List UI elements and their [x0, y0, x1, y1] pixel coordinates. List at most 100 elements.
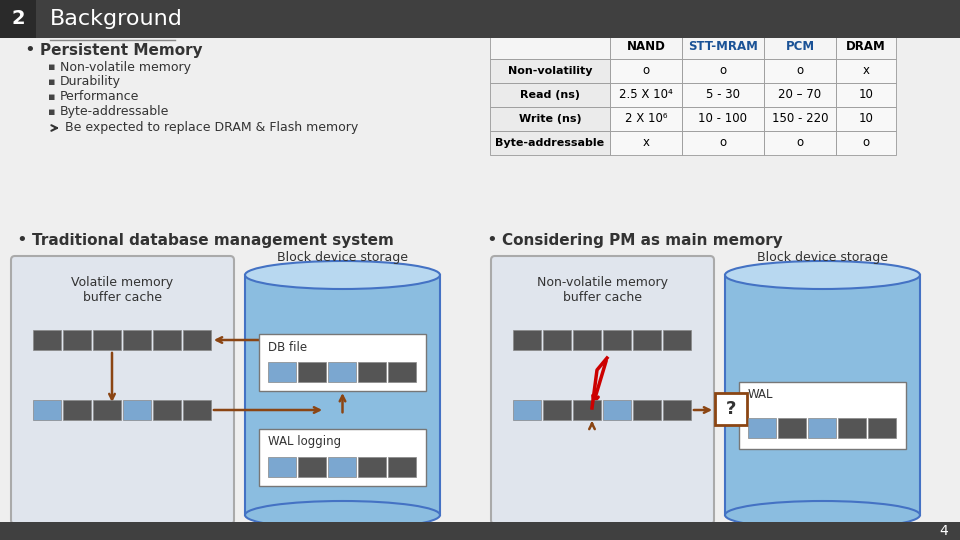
Text: Background: Background	[50, 9, 182, 29]
Text: STT-MRAM: STT-MRAM	[688, 40, 758, 53]
Bar	[388, 362, 416, 382]
Text: Read (ns): Read (ns)	[520, 90, 580, 100]
Bar	[490, 59, 610, 83]
Bar	[610, 59, 682, 83]
FancyBboxPatch shape	[11, 256, 234, 524]
Bar	[33, 330, 61, 350]
Text: 2: 2	[12, 10, 25, 29]
Bar	[63, 400, 91, 420]
Bar	[778, 418, 806, 438]
Bar	[764, 107, 836, 131]
Text: o: o	[719, 64, 727, 78]
Bar	[0, 0, 960, 38]
Text: 4: 4	[939, 524, 948, 538]
Bar	[764, 83, 836, 107]
Bar	[836, 59, 896, 83]
Bar	[603, 330, 631, 350]
Text: Traditional database management system: Traditional database management system	[32, 233, 394, 247]
Bar	[388, 457, 416, 477]
Bar	[633, 400, 661, 420]
Bar	[513, 330, 541, 350]
Bar	[682, 35, 764, 59]
Text: ▪: ▪	[48, 77, 56, 87]
Text: Block device storage: Block device storage	[277, 251, 408, 264]
Bar	[268, 362, 296, 382]
Bar	[328, 362, 356, 382]
Text: Byte-addressable: Byte-addressable	[60, 105, 169, 118]
Text: 20 – 70: 20 – 70	[779, 89, 822, 102]
Text: Byte-addressable: Byte-addressable	[495, 138, 605, 148]
Bar	[490, 131, 610, 155]
Text: Performance: Performance	[60, 91, 139, 104]
Bar	[633, 330, 661, 350]
Bar	[836, 83, 896, 107]
Text: Volatile memory
buffer cache: Volatile memory buffer cache	[71, 276, 174, 304]
Bar	[183, 400, 211, 420]
Bar	[123, 400, 151, 420]
Bar	[764, 59, 836, 83]
Bar	[764, 131, 836, 155]
Text: 5 - 30: 5 - 30	[706, 89, 740, 102]
Bar	[33, 400, 61, 420]
Bar	[836, 107, 896, 131]
Bar	[682, 107, 764, 131]
Text: DB file: DB file	[268, 341, 307, 354]
Text: 10: 10	[858, 112, 874, 125]
Bar	[808, 418, 836, 438]
Text: WAL: WAL	[748, 388, 774, 401]
Text: Considering PM as main memory: Considering PM as main memory	[502, 233, 782, 247]
Bar	[298, 457, 326, 477]
Bar	[358, 362, 386, 382]
Bar	[682, 83, 764, 107]
Bar	[836, 131, 896, 155]
Bar	[725, 275, 920, 515]
Bar	[573, 330, 601, 350]
Text: ▪: ▪	[48, 62, 56, 72]
Text: DRAM: DRAM	[846, 40, 886, 53]
Text: PCM: PCM	[785, 40, 815, 53]
Text: x: x	[642, 137, 650, 150]
Bar	[543, 330, 571, 350]
Bar	[123, 330, 151, 350]
Text: •: •	[25, 41, 36, 59]
Text: Non-volatility: Non-volatility	[508, 66, 592, 76]
Text: o: o	[862, 137, 870, 150]
Bar	[868, 418, 896, 438]
Bar	[610, 35, 682, 59]
Text: Block device storage: Block device storage	[757, 251, 888, 264]
Bar	[682, 59, 764, 83]
Text: NAND: NAND	[627, 40, 665, 53]
Bar	[682, 131, 764, 155]
Bar	[543, 400, 571, 420]
Bar	[603, 400, 631, 420]
Text: 150 - 220: 150 - 220	[772, 112, 828, 125]
Bar	[836, 35, 896, 59]
Ellipse shape	[245, 261, 440, 289]
Text: WAL logging: WAL logging	[268, 435, 341, 449]
Bar	[610, 107, 682, 131]
Bar	[0, 0, 36, 38]
Bar	[663, 330, 691, 350]
Bar	[490, 35, 610, 59]
FancyBboxPatch shape	[491, 256, 714, 524]
Text: Write (ns): Write (ns)	[518, 114, 582, 124]
Bar	[490, 107, 610, 131]
Bar	[268, 457, 296, 477]
Text: o: o	[642, 64, 650, 78]
FancyBboxPatch shape	[259, 429, 426, 486]
Bar	[0, 522, 960, 540]
Text: 10 - 100: 10 - 100	[699, 112, 748, 125]
Text: •: •	[16, 231, 28, 249]
Text: ?: ?	[726, 400, 736, 418]
Bar	[663, 400, 691, 420]
Text: Non-volatile memory: Non-volatile memory	[60, 60, 191, 73]
Text: ▪: ▪	[48, 92, 56, 102]
Bar	[153, 330, 181, 350]
Ellipse shape	[725, 261, 920, 289]
Text: o: o	[719, 137, 727, 150]
FancyBboxPatch shape	[259, 334, 426, 391]
Bar	[93, 330, 121, 350]
Text: Be expected to replace DRAM & Flash memory: Be expected to replace DRAM & Flash memo…	[65, 122, 358, 134]
Ellipse shape	[245, 501, 440, 529]
Text: Persistent Memory: Persistent Memory	[40, 43, 203, 57]
